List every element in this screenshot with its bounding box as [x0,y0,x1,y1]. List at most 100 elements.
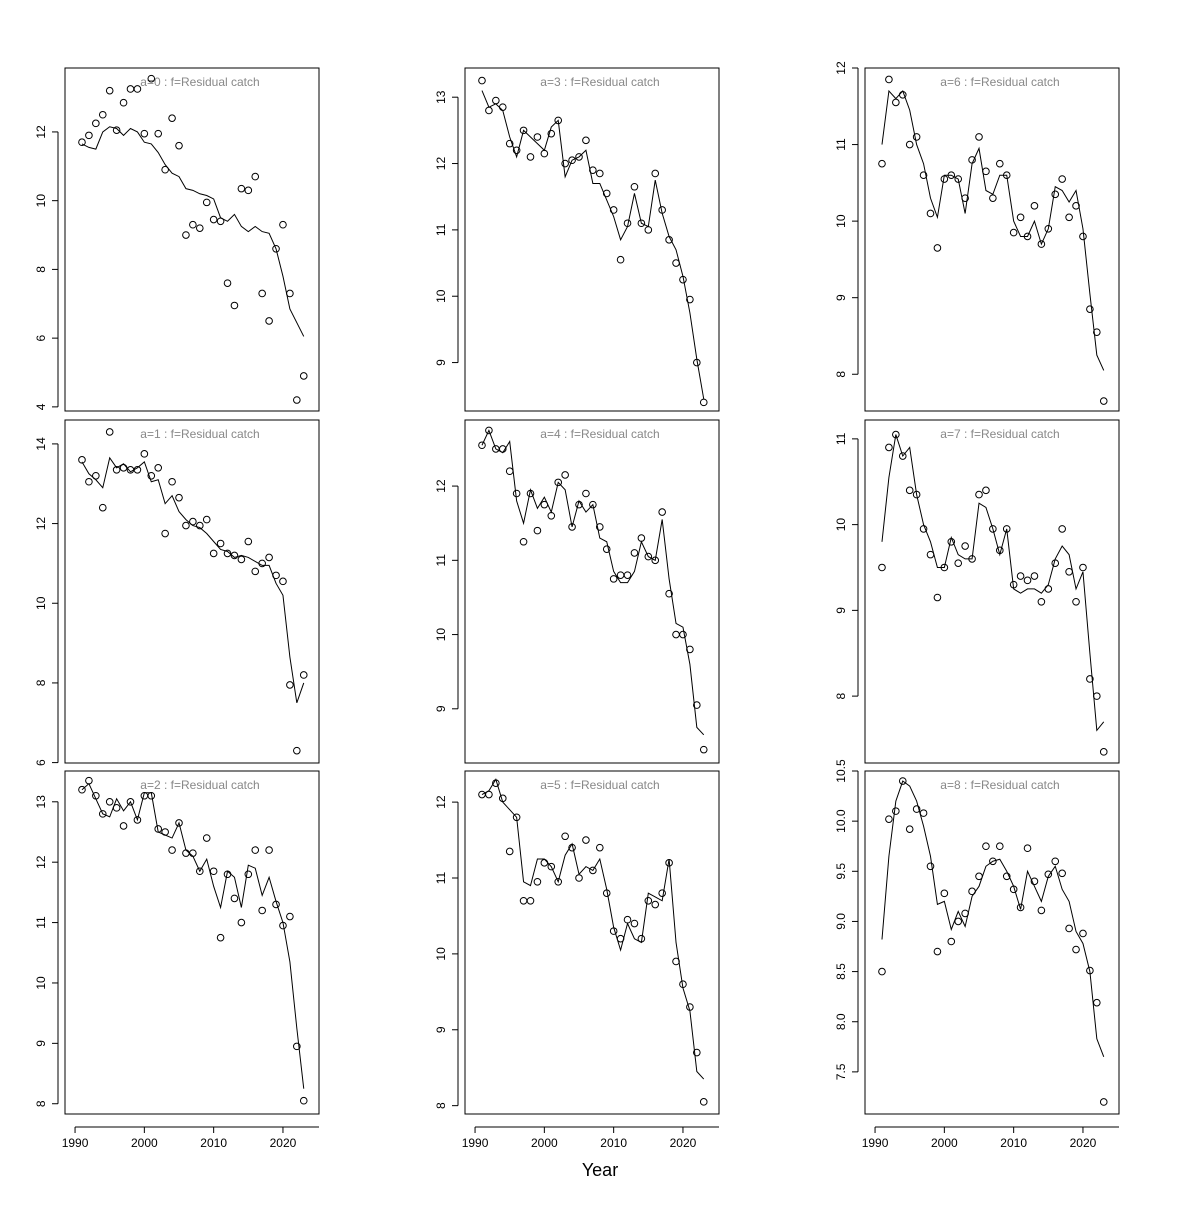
data-point [168,846,176,854]
data-point [595,523,604,531]
y-tick-label: 11 [834,138,848,151]
y-tick-label: 12 [34,517,48,531]
panel-title: a=0 : f=Residual catch [140,75,259,89]
x-tick-label: 2000 [931,1136,958,1150]
data-point [644,226,653,234]
data-point [533,526,542,535]
data-point [505,467,514,476]
y-tick-label: 10 [434,947,448,961]
data-point [492,96,500,105]
data-point [568,156,576,165]
panel-title: a=4 : f=Residual catch [540,427,659,441]
data-point [589,866,597,875]
data-point [147,471,156,480]
x-axis-label: Year [582,1160,618,1180]
data-point [686,295,694,304]
data-point [630,919,639,928]
data-point [526,153,535,161]
data-point [575,153,583,161]
data-point [885,75,893,84]
data-point [1051,190,1060,199]
data-point [919,809,928,817]
data-point [679,630,687,639]
data-point [175,141,183,150]
data-point [286,681,294,689]
x-tick-label: 2020 [670,1136,697,1150]
y-tick-label: 12 [434,157,448,171]
x-tick-label: 2020 [1070,1136,1097,1150]
data-point [175,493,183,502]
x-tick-label: 2010 [1000,1136,1027,1150]
fitted-line [481,429,705,736]
data-point [202,515,211,524]
data-point [940,889,949,898]
data-point [1037,597,1046,606]
data-point [672,259,680,267]
data-point [630,549,639,557]
data-point [1058,175,1066,183]
y-tick-label: 11 [434,554,448,567]
data-point [286,912,294,921]
data-point [878,563,886,572]
data-point [209,215,218,224]
y-tick-label: 10 [834,214,848,228]
data-point [699,1098,708,1106]
data-point [293,746,301,755]
fitted-line [481,778,705,1080]
data-point [209,549,218,558]
y-tick-label: 10.5 [834,759,848,783]
data-point [92,471,100,480]
data-point [582,136,590,145]
data-point [223,549,232,558]
data-point [547,129,556,138]
data-point [1086,305,1094,313]
data-point [1009,228,1018,237]
data-point [623,571,632,579]
data-point [995,159,1004,168]
data-point [699,745,708,754]
fitted-line [81,126,305,337]
data-point [665,589,673,598]
data-point [230,894,239,903]
data-point [989,857,997,866]
data-point [1002,872,1011,881]
data-point [216,933,225,942]
data-point [989,525,997,533]
data-point [237,918,246,927]
data-point [568,523,576,531]
y-tick-label: 8 [834,692,848,699]
data-point [512,146,521,155]
data-point [693,1048,701,1057]
data-point [265,553,273,562]
y-tick-label: 10 [434,289,448,303]
data-point [512,489,521,498]
data-point [112,126,121,135]
data-point [905,825,914,833]
data-point [892,430,900,439]
data-point [912,805,921,813]
y-tick-label: 10 [34,194,48,208]
data-point [926,209,935,218]
data-point [554,478,563,487]
data-point [589,166,597,174]
data-point [933,947,942,956]
data-point [272,244,280,253]
data-point [105,86,114,95]
y-tick-label: 10 [834,518,848,532]
plot-frame [864,67,1120,412]
x-tick-label: 2000 [131,1136,158,1150]
data-point [582,489,590,498]
data-point [526,896,535,905]
data-point [78,456,86,464]
data-point [1099,397,1108,405]
data-point [478,76,486,85]
data-point [223,279,232,287]
plot-frame [864,770,1120,1115]
data-point [140,129,149,138]
plot-frame [464,419,720,764]
y-tick-label: 14 [34,437,48,451]
panel-title: a=7 : f=Residual catch [940,427,1059,441]
x-tick-label: 2010 [600,1136,627,1150]
